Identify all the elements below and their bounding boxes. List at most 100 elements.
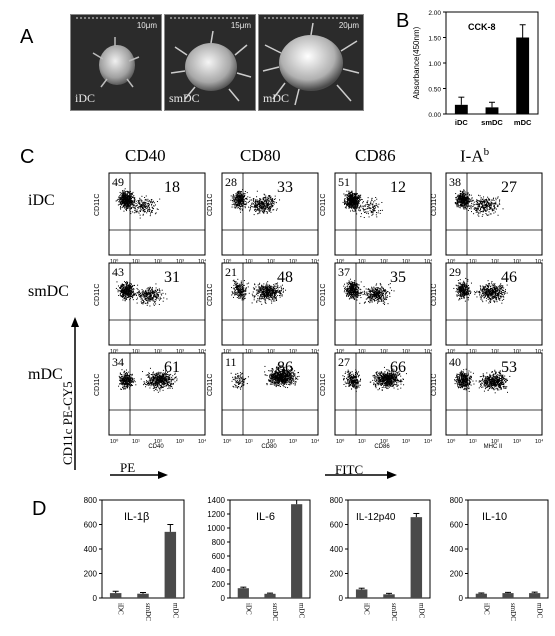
y-tick-label: 400 [84, 545, 98, 554]
ul-label-bg [224, 175, 240, 188]
y-tick-label: 0 [221, 594, 226, 603]
x-tick-label: 10² [380, 439, 388, 445]
y-tick-label: 1400 [207, 496, 225, 505]
y-tick-label: 200 [84, 570, 98, 579]
sem-scale-smdc: 15μm [230, 21, 251, 30]
bar-mdc [516, 37, 530, 114]
fitc-arrow [325, 471, 397, 479]
y-tick-label: 800 [84, 496, 98, 505]
x-tick-label: 10¹ [132, 439, 140, 445]
x-axis-label: MHC II [484, 444, 503, 448]
y-axis-label: CD11C [431, 373, 438, 396]
x-tick-label: 10⁰ [336, 348, 345, 355]
flow-plot-svg: 511210⁰10¹10²10³10⁴CD86 [334, 172, 433, 270]
bar-idc [454, 104, 468, 114]
chart-title: IL-6 [256, 511, 275, 523]
quadrant-ur-value: 33 [277, 179, 293, 196]
bar-idc [109, 593, 122, 598]
x-tick-label: 10¹ [358, 259, 366, 265]
x-tick-label: 10⁴ [535, 258, 543, 265]
flow-plot: 491810⁰10¹10²10³10⁴CD40 [108, 172, 207, 270]
y-axis-label: CD11C [94, 193, 101, 216]
flow-column-iab: I-Ab [460, 146, 489, 167]
x-tick-label: 10² [267, 439, 275, 445]
flow-plot-svg: 373510⁰10¹10²10³10⁴CD86 [334, 262, 433, 360]
x-tick-label: smDC [144, 603, 152, 621]
panel-b-label: B [396, 10, 410, 32]
flow-label-pe: PE [120, 460, 136, 475]
y-tick-label: 2.00 [428, 10, 441, 17]
x-tick-label: 10¹ [469, 349, 477, 355]
plot-frame [334, 262, 432, 346]
bar-mdc [291, 504, 303, 598]
y-axis-label: CD11C [431, 283, 438, 306]
quadrant-ur-value: 12 [390, 179, 406, 196]
x-tick-label: 10⁴ [311, 348, 319, 355]
x-tick-label: 10¹ [132, 349, 140, 355]
y-tick-label: 0 [93, 594, 98, 603]
y-axis-label: CD11C [207, 283, 214, 306]
x-tick-label: 10² [154, 439, 162, 445]
y-tick-label: 0.50 [428, 87, 441, 94]
x-tick-label: smDC [390, 603, 398, 621]
x-tick-label: smDC [481, 118, 503, 127]
flow-plot: 214810⁰10¹10²10³10⁴CD80 [221, 262, 320, 360]
x-tick-label: 10¹ [245, 259, 253, 265]
bar-mdc [164, 531, 177, 598]
chart-cck8: 0.00 0.50 1.00 1.50 2.00 iDC smDC mDC CCK-8 Absor… [410, 4, 550, 134]
quadrant-ul-value: 11 [225, 355, 237, 369]
pe-arrow [110, 471, 168, 479]
y-tick-label: 0 [459, 594, 464, 603]
x-tick-label: mDC [171, 603, 179, 619]
flow-plot: 294610⁰10¹10²10³10⁴MHC II [445, 262, 544, 360]
x-tick-label: 10² [154, 349, 162, 355]
quadrant-ur-value: 27 [501, 179, 517, 196]
x-tick-label: 10³ [513, 349, 521, 355]
chart-il12p40: 0 200 400 600 800 iDC smDC mDC IL-12p40 [318, 490, 436, 630]
x-tick-label: 10² [491, 259, 499, 265]
quadrant-ul-value: 49 [112, 175, 124, 189]
flow-plot-svg: 214810⁰10¹10²10³10⁴CD80 [221, 262, 320, 360]
x-tick-label: 10² [267, 259, 275, 265]
x-tick-label: 10¹ [469, 439, 477, 445]
flow-column-cd86: CD86 [355, 146, 396, 165]
bar-smdc [137, 593, 149, 598]
quadrant-ur-value: 35 [390, 269, 406, 286]
quadrant-ul-value: 27 [338, 355, 350, 369]
x-tick-label: 10² [380, 349, 388, 355]
x-tick-label: 10² [491, 349, 499, 355]
y-axis-label: CD11C [207, 193, 214, 216]
quadrant-ur-value: 53 [501, 359, 517, 376]
y-tick-label: 1.50 [428, 36, 441, 43]
sem-label-mdc: mDC [263, 91, 290, 105]
quadrant-ur-value: 48 [277, 269, 293, 286]
x-tick-label: 10² [380, 259, 388, 265]
sem-scale-idc: 10μm [136, 21, 157, 30]
y-axis-label: CD11C [320, 283, 327, 306]
x-tick-label: 10² [491, 439, 499, 445]
chart-title: CCK-8 [468, 22, 496, 32]
bar-idc [355, 589, 368, 598]
chart-frame [467, 499, 549, 599]
ul-label-bg [111, 265, 127, 278]
panel-d-label: D [32, 498, 47, 520]
x-tick-label: 10⁰ [110, 348, 119, 355]
flow-plot: 40 53 10⁰ 10¹ 10² 10³ 10⁴ MHC II [445, 352, 544, 450]
quadrant-ul-value: 51 [338, 175, 350, 189]
flow-plot: 11 86 10⁰ 10¹ 10² 10³ 10⁴ CD80 [221, 352, 320, 450]
y-tick-label: 400 [450, 545, 464, 554]
y-tick-label: 600 [330, 521, 344, 530]
x-tick-label: 10² [267, 349, 275, 355]
flow-plot-svg: 433110⁰10¹10²10³10⁴CD40 [108, 262, 207, 360]
side-axis-arrow [71, 317, 79, 470]
sem-image-mdc: 20μm mDC [258, 14, 364, 111]
x-tick-label: 10⁴ [535, 348, 543, 355]
bar-smdc [264, 593, 276, 598]
chart-il10: 0 200 400 600 800 iDC smDC mDC IL-10 [438, 490, 554, 630]
x-tick-label: 10³ [176, 259, 184, 265]
x-tick-label: mDC [298, 603, 306, 619]
x-axis-label: CD40 [148, 444, 164, 448]
x-tick-label: 10⁰ [336, 438, 345, 445]
sem-image-smdc: 15μm smDC [164, 14, 256, 111]
flow-row-idc: iDC [28, 192, 55, 209]
